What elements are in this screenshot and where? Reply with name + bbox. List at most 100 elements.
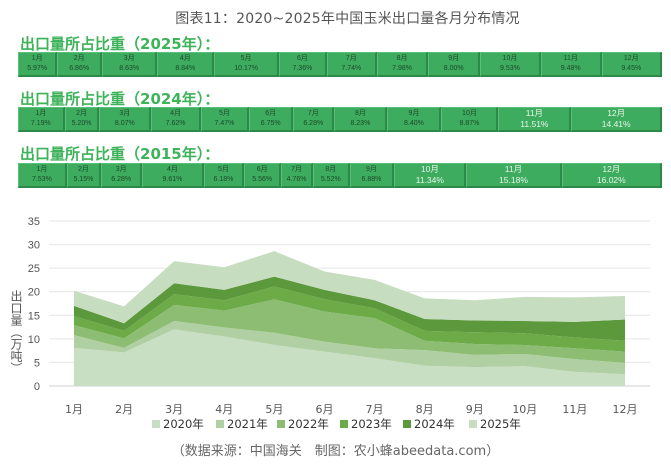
legend-swatch [277, 420, 285, 428]
share-cell-month: 8月 [354, 110, 366, 117]
share-cell-percent: 8.07% [114, 120, 135, 127]
share-cell: 2月 6.86% [57, 52, 102, 77]
share-cell-percent: 7.47% [214, 120, 235, 127]
share-cell-percent: 8.00% [443, 65, 464, 72]
share-cell-percent: 7.36% [292, 65, 313, 72]
share-cell-month: 3月 [115, 166, 127, 173]
share-cell-month: 6月 [265, 110, 277, 117]
share-cell: 3月 8.63% [102, 52, 158, 77]
share-cell-month: 9月 [408, 110, 420, 117]
share-cell-month: 11月 [504, 164, 523, 174]
share-cell-percent: 5.52% [320, 176, 341, 183]
chart-title: 图表11：2020~2025年中国玉米出口量各月分布情况 [175, 11, 520, 27]
share-cell-month: 1月 [31, 55, 43, 62]
share-cell-percent: 8.23% [350, 120, 371, 127]
y-tick-label: 35 [28, 216, 40, 228]
share-cell-percent: 15.18% [499, 175, 528, 185]
share-cell-percent: 8.40% [404, 120, 424, 127]
share-cell-percent: 7.74% [341, 65, 362, 72]
share-heading-2015: 出口量所占比重（2015年）： [20, 145, 220, 163]
x-axis-ticks: 1月 2月 3月 4月 5月 6月 7月 8月 9月 10月 11月 12月 [65, 403, 638, 416]
share-cell-percent: 5.20% [71, 120, 92, 127]
share-cell: 12月 14.41% [571, 107, 662, 132]
share-cell-month: 1月 [35, 110, 47, 117]
legend-swatch [340, 420, 348, 428]
share-cell-percent: 10.17% [234, 65, 258, 72]
share-cell-month: 6月 [256, 166, 268, 173]
share-cell-month: 12月 [623, 55, 639, 62]
share-cell: 3月 8.07% [99, 107, 152, 132]
share-cell: 11月 15.18% [466, 163, 562, 188]
share-cell-percent: 6.18% [213, 176, 234, 183]
share-cell: 1月 7.53% [18, 163, 67, 188]
share-cell-percent: 8.84% [175, 65, 196, 72]
area-series-2021年 [74, 320, 625, 375]
share-cell-percent: 7.53% [31, 176, 52, 183]
share-cell: 6月 6.75% [249, 107, 294, 132]
area-series-2022年 [74, 299, 625, 363]
share-cell-month: 12月 [607, 108, 626, 118]
x-tick-label: 10月 [512, 403, 537, 416]
share-cell-month: 9月 [448, 55, 460, 62]
share-cell: 4月 8.84% [157, 52, 215, 77]
x-tick-label: 5月 [265, 403, 283, 416]
share-row-2024: 1月 7.19% 2月 5.20% 3月 8.07% 4月 7.62% 5月 7.47% 6月 6.7… [18, 107, 662, 132]
share-cell-percent: 6.88% [361, 176, 382, 183]
x-tick-label: 4月 [215, 403, 233, 416]
share-cell-month: 1月 [36, 166, 48, 173]
y-tick-label: 25 [28, 263, 40, 275]
share-cell: 9月 8.40% [387, 107, 442, 132]
share-cell-month: 11月 [563, 55, 578, 62]
share-cell-percent: 8.87% [459, 120, 480, 127]
share-cell-percent: 9.45% [621, 65, 642, 72]
share-cell-month: 4月 [179, 55, 191, 62]
legend-label: 2025年 [480, 417, 521, 431]
share-cell-percent: 14.41% [601, 119, 631, 129]
y-tick-label: 0 [34, 381, 40, 393]
area-series-2020年 [74, 329, 625, 386]
share-row-2025: 1月 5.97% 2月 6.86% 3月 8.63% 4月 8.84% 5月 10.17% 6月 7.… [18, 52, 662, 77]
share-cell-percent: 11.51% [520, 119, 549, 129]
share-cell: 12月 9.45% [601, 52, 662, 77]
legend-label: 2024年 [414, 417, 455, 431]
share-cell-month: 7月 [345, 55, 357, 62]
area-series-2024年 [74, 276, 625, 341]
share-cell-month: 10月 [420, 164, 439, 174]
x-tick-label: 2月 [115, 403, 133, 416]
share-cell-percent: 6.28% [111, 176, 132, 183]
y-tick-label: 20 [28, 287, 40, 299]
share-cell: 6月 7.36% [279, 52, 327, 77]
legend: 2020年 2021年 2022年 2023年 2024年 2025年 [152, 417, 521, 431]
x-tick-label: 8月 [416, 403, 434, 416]
share-cell: 11月 11.51% [498, 107, 572, 132]
share-cell: 5月 6.18% [203, 163, 245, 188]
x-tick-label: 6月 [315, 403, 333, 416]
area-series-2023年 [74, 286, 625, 352]
share-cell: 2月 5.20% [64, 107, 100, 132]
share-cell-month: 3月 [123, 55, 135, 62]
share-cell-month: 6月 [296, 55, 308, 62]
share-cell-month: 5月 [218, 110, 230, 117]
share-cell-percent: 7.19% [30, 120, 51, 127]
share-cell: 5月 7.47% [200, 107, 250, 132]
share-cell: 4月 7.62% [151, 107, 201, 132]
share-cell-month: 2月 [76, 110, 87, 117]
share-cell-month: 3月 [119, 110, 131, 117]
legend-label: 2023年 [351, 417, 392, 431]
share-cell-percent: 9.53% [500, 65, 520, 72]
share-cell: 1月 5.97% [18, 52, 58, 77]
share-cell-month: 4月 [167, 166, 178, 173]
share-cell: 10月 8.87% [441, 107, 499, 132]
share-cell: 7月 7.74% [326, 52, 377, 77]
share-cell: 8月 5.52% [313, 163, 350, 188]
share-cell: 3月 6.28% [101, 163, 143, 188]
x-tick-label: 7月 [366, 403, 384, 416]
share-heading-2025: 出口量所占比重（2025年）： [20, 35, 220, 53]
share-cell-percent: 8.63% [119, 65, 140, 72]
legend-label: 2020年 [163, 417, 204, 431]
share-cell-month: 7月 [291, 166, 302, 173]
share-cell-month: 8月 [325, 166, 337, 173]
share-cell-percent: 5.56% [252, 176, 273, 183]
share-cell: 11月 9.48% [540, 52, 602, 77]
x-tick-label: 9月 [466, 403, 484, 416]
